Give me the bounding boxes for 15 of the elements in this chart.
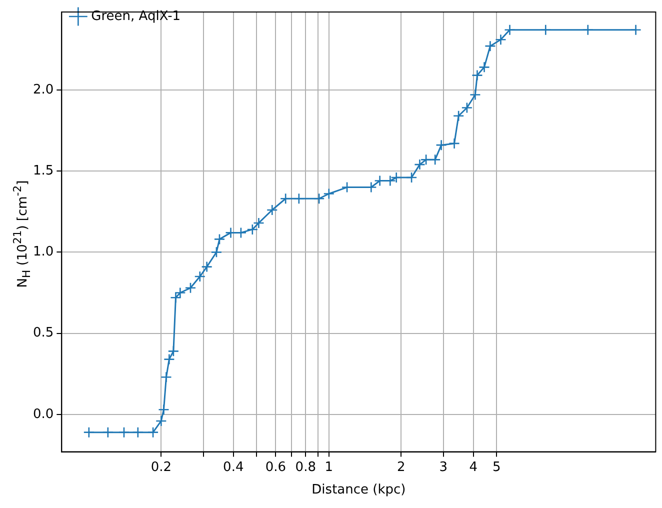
y-tick-label: 1.0: [32, 244, 54, 260]
y-tick-label: 2.0: [32, 82, 54, 98]
x-tick-label: 0.4: [223, 460, 244, 475]
x-tick-label: 5: [492, 460, 501, 475]
x-tick-label: 4: [469, 460, 478, 475]
y-tick-label: 0.0: [32, 406, 54, 422]
x-tick-label: 0.2: [150, 460, 172, 475]
x-tick-label: 2: [397, 460, 406, 475]
x-tick-label: 3: [439, 460, 448, 475]
y-tick-label: 0.5: [32, 326, 54, 341]
x-axis-title: Distance (kpc): [312, 482, 406, 498]
x-tick-label: 1: [324, 460, 334, 475]
x-tick-label: 0.6: [265, 460, 286, 475]
x-tick-label: 0.8: [295, 460, 316, 475]
y-tick-label: 1.5: [32, 163, 54, 178]
